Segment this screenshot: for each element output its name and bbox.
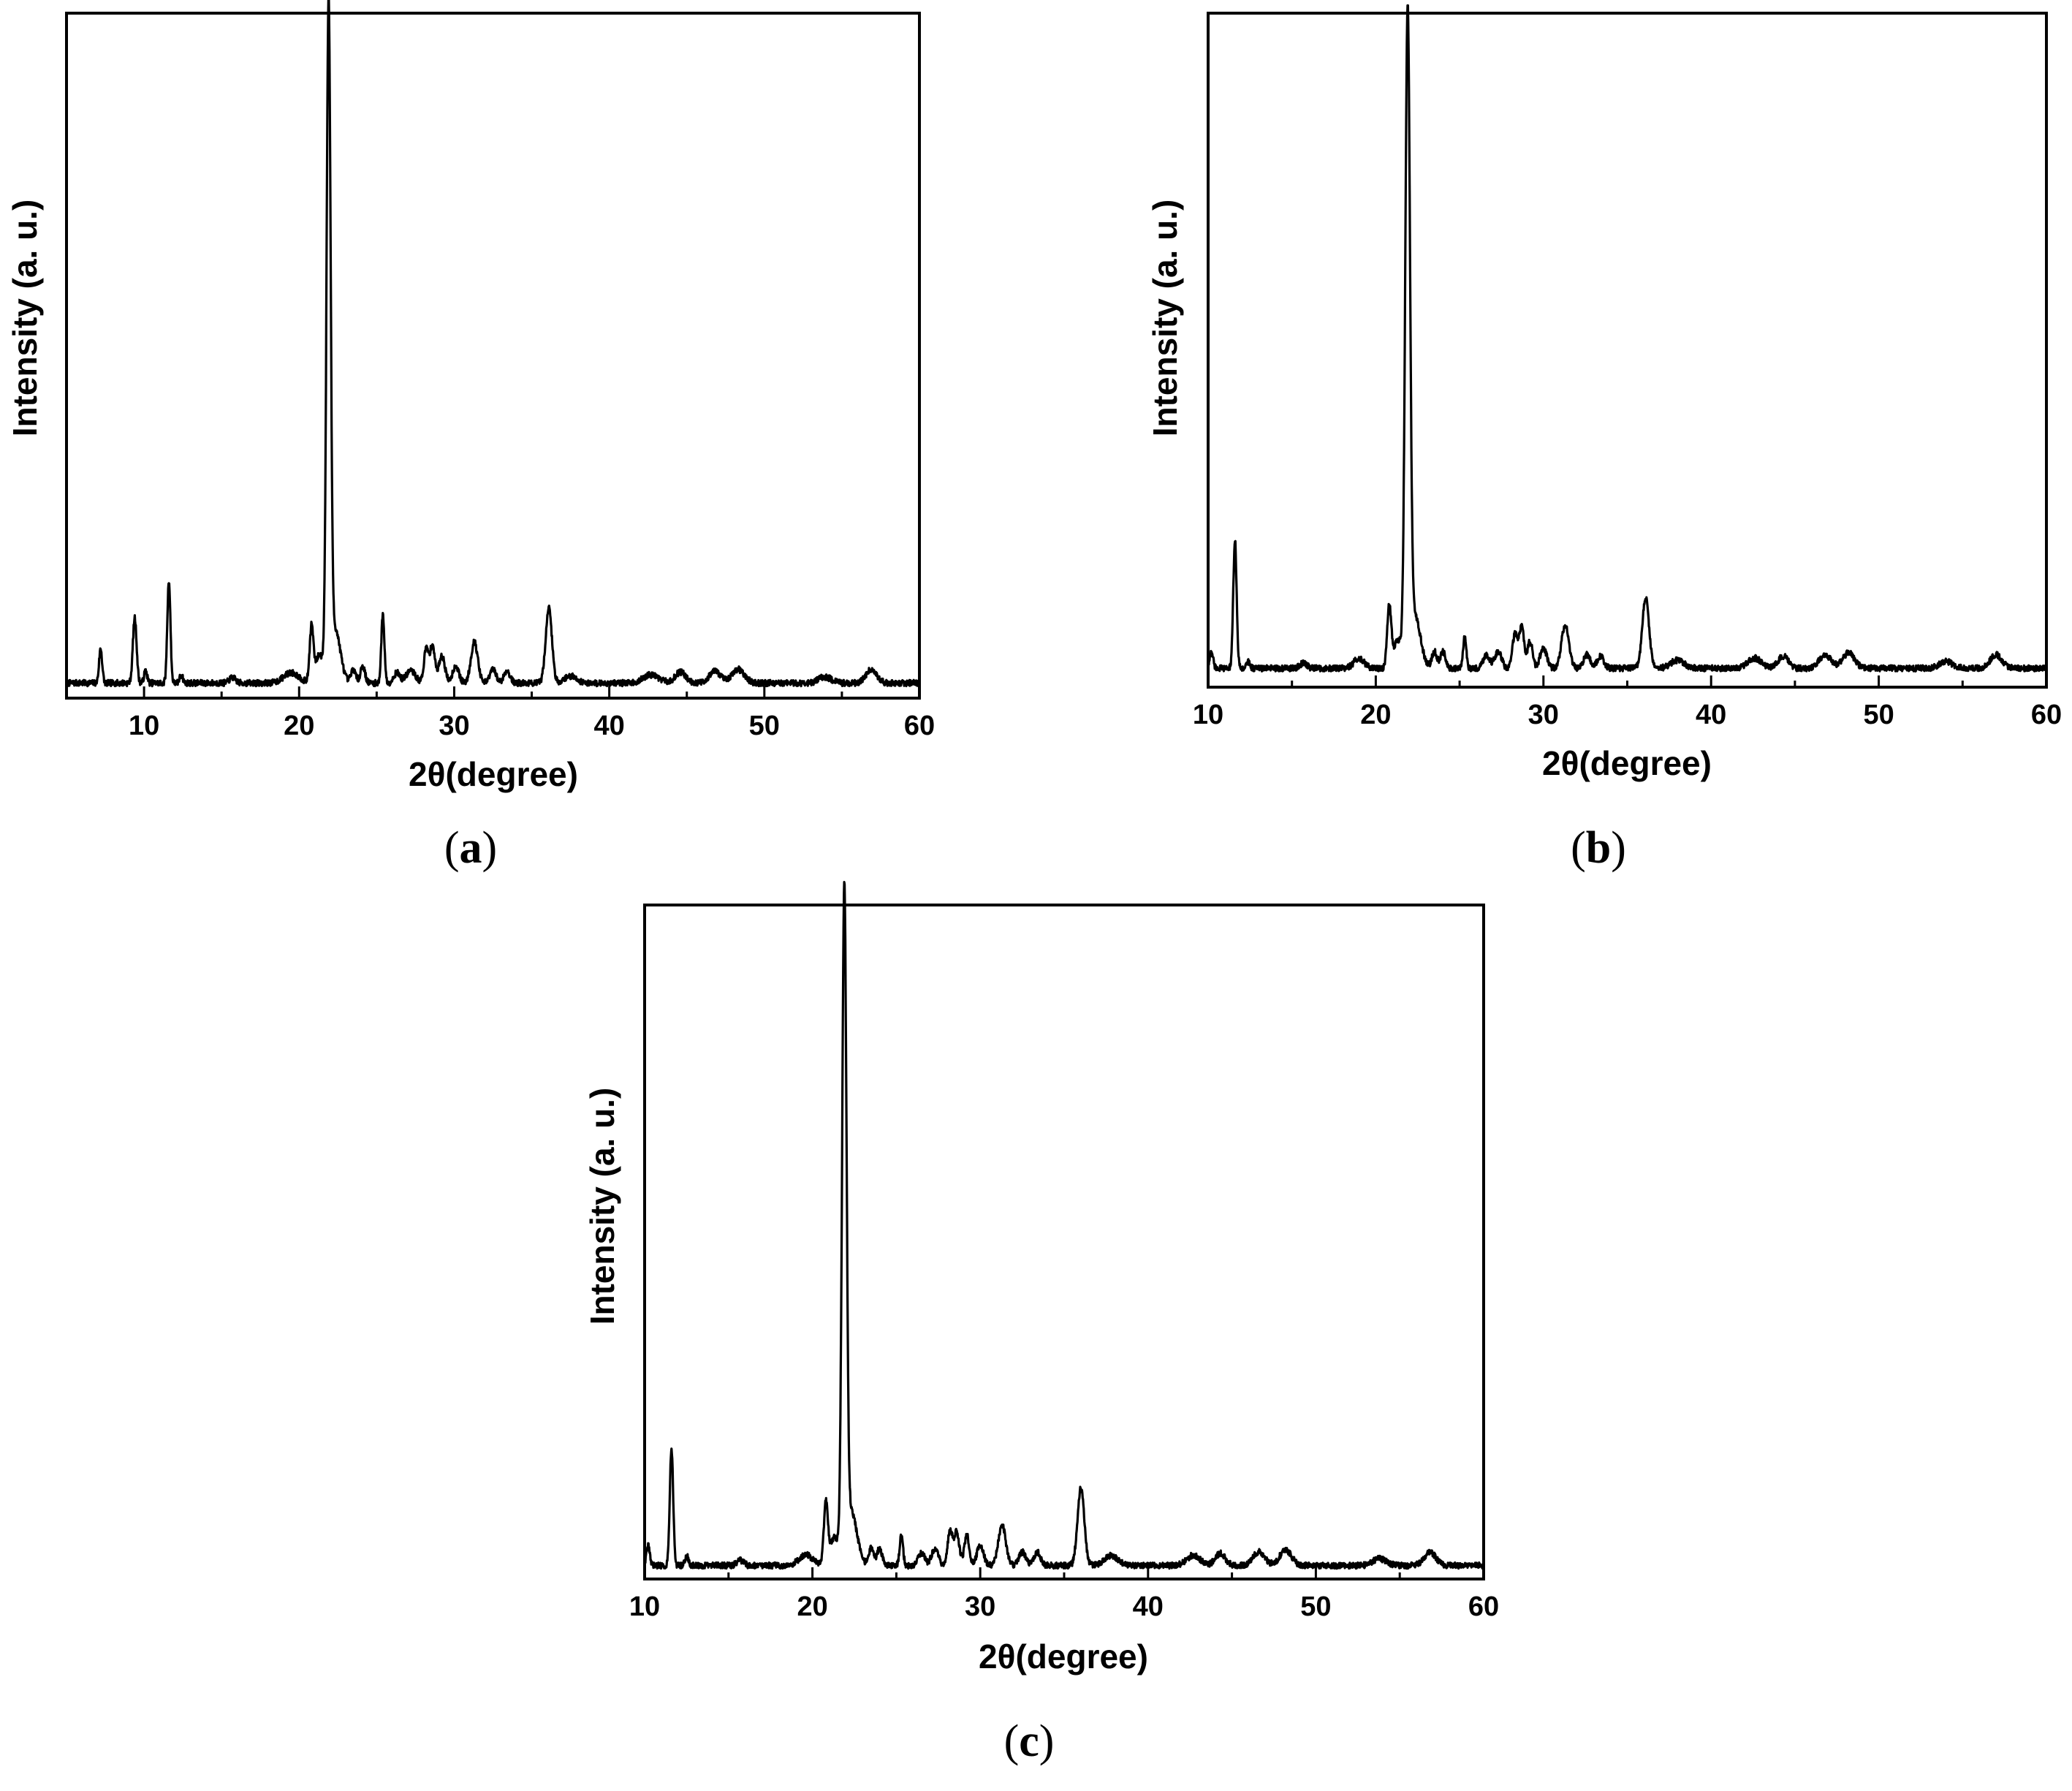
xrd-pattern-line — [65, 0, 921, 688]
x-axis-label: 2θ(degree) — [409, 755, 578, 793]
plot-frame — [1207, 12, 2048, 689]
x-tick-label: 50 — [749, 711, 780, 741]
y-axis-label: Intensity (a. u.) — [1146, 200, 1184, 437]
x-tick-label: 60 — [904, 711, 935, 741]
xrd-pattern-line — [1207, 4, 2048, 673]
x-tick-label: 50 — [1300, 1591, 1331, 1622]
panel-letter: c — [1019, 1716, 1039, 1766]
x-tick-label: 50 — [1863, 700, 1894, 730]
panel-a: Intensity (a. u.) 2θ(degree) (a) 10 20 30 4… — [6, 0, 935, 873]
x-tick-label: 10 — [629, 1591, 660, 1622]
xrd-pattern-line — [643, 880, 1485, 1570]
x-tick-label: 60 — [2031, 700, 2062, 730]
x-tick-label: 30 — [965, 1591, 995, 1622]
y-axis-label: Intensity (a. u.) — [6, 200, 44, 437]
x-tick-label: 40 — [1133, 1591, 1164, 1622]
x-tick-label: 10 — [129, 711, 159, 741]
x-tick-label: 60 — [1468, 1591, 1499, 1622]
panel-label: (a) — [444, 823, 497, 873]
panel-b: Intensity (a. u.) 2θ(degree) (b) 10 20 30 4… — [1146, 4, 2062, 873]
y-axis-label: Intensity (a. u.) — [583, 1088, 621, 1325]
panel-c: Intensity (a. u.) 2θ(degree) (c) 10 20 30 4… — [583, 880, 1499, 1766]
x-tick-label: 40 — [1696, 700, 1726, 730]
x-axis-label: 2θ(degree) — [979, 1637, 1148, 1675]
x-tick-label: 40 — [593, 711, 624, 741]
x-tick-label: 20 — [1360, 700, 1391, 730]
plot-frame — [643, 904, 1485, 1580]
panel-letter: a — [460, 823, 482, 873]
panel-label: (b) — [1571, 823, 1626, 873]
panel-label: (c) — [1004, 1716, 1055, 1766]
panel-letter: b — [1586, 823, 1611, 873]
x-axis-label: 2θ(degree) — [1542, 744, 1712, 782]
x-tick-label: 30 — [439, 711, 469, 741]
plot-frame — [65, 12, 921, 700]
x-tick-label: 30 — [1528, 700, 1559, 730]
x-tick-label: 20 — [284, 711, 314, 741]
x-tick-label: 20 — [797, 1591, 827, 1622]
x-tick-label: 10 — [1193, 700, 1223, 730]
